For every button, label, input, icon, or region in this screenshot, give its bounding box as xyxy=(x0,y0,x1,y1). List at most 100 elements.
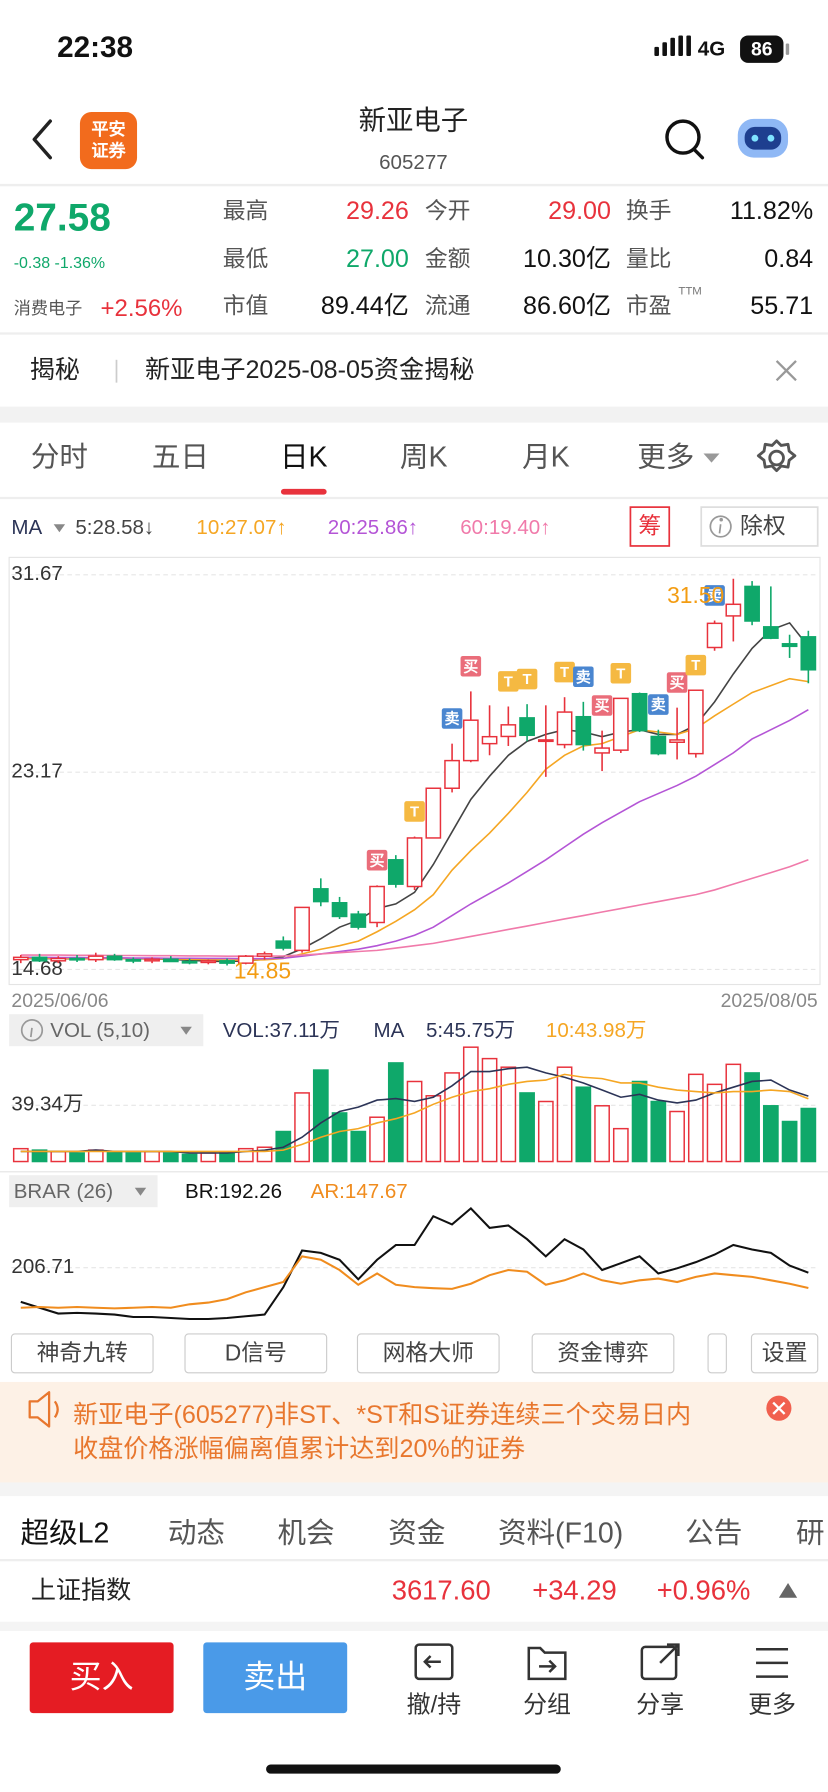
signal-icon xyxy=(654,35,691,57)
index-name[interactable]: 上证指数 xyxy=(31,1577,131,1605)
candle-body xyxy=(12,956,29,961)
banner-text[interactable]: 新亚电子2025-08-05资金揭秘 xyxy=(145,356,474,384)
stat-label: 流通 xyxy=(425,292,471,318)
info-tab[interactable]: 公告 xyxy=(685,1518,742,1550)
action-label[interactable]: 分享 xyxy=(636,1692,684,1719)
index-change: +34.29 xyxy=(532,1574,617,1605)
legend-title: MA xyxy=(373,1019,404,1042)
signal-label: T xyxy=(504,674,513,690)
expand-arrow[interactable] xyxy=(778,1582,798,1598)
buy-button[interactable] xyxy=(29,1642,174,1714)
status-time: 22:38 xyxy=(57,31,133,64)
chips-button[interactable] xyxy=(629,506,671,547)
tool-button[interactable] xyxy=(10,1333,154,1374)
back-button[interactable] xyxy=(32,119,52,160)
action-label[interactable]: 更多 xyxy=(748,1692,796,1719)
x-tick-label: 2025/06/06 xyxy=(11,990,108,1012)
indicator-header-bg[interactable] xyxy=(9,1175,158,1208)
home-indicator xyxy=(266,1764,561,1774)
stat-label: 金额 xyxy=(425,245,471,271)
action-label[interactable]: 分组 xyxy=(523,1692,571,1719)
plot-frame xyxy=(8,556,821,986)
search-button[interactable] xyxy=(665,119,705,160)
min-label: 14.85 xyxy=(234,957,291,983)
settings-tool[interactable] xyxy=(750,1333,819,1374)
candle-body xyxy=(275,940,292,949)
tool-button[interactable] xyxy=(707,1333,727,1374)
tool-label: 网格大师 xyxy=(383,1340,474,1366)
period-tab[interactable]: 周K xyxy=(400,442,448,474)
info-tab[interactable]: 动态 xyxy=(168,1518,225,1550)
volume-bar xyxy=(387,1062,404,1163)
tool-button[interactable] xyxy=(356,1333,500,1374)
tool-button[interactable] xyxy=(531,1333,675,1374)
assistant-button[interactable] xyxy=(737,118,789,158)
info-tab[interactable]: 超级L2 xyxy=(21,1518,110,1550)
volume-bar xyxy=(69,1152,85,1163)
sell-button[interactable] xyxy=(203,1642,348,1714)
indicator-dropdown[interactable] xyxy=(134,1187,147,1196)
stat-value: 27.00 xyxy=(346,245,409,273)
signal-label: 卖 xyxy=(707,587,722,604)
volume-bar xyxy=(12,1147,29,1163)
volume-bar xyxy=(312,1069,329,1163)
action-label[interactable]: 撤/持 xyxy=(407,1692,462,1719)
signal-label: T xyxy=(523,672,532,688)
settings-button[interactable] xyxy=(756,439,797,473)
candle-body xyxy=(387,859,404,885)
info-tab[interactable]: 研 xyxy=(796,1518,825,1550)
indicator-dropdown[interactable] xyxy=(180,1026,192,1035)
close-banner[interactable] xyxy=(775,360,797,382)
legend-entry: BR:192.26 xyxy=(185,1180,282,1203)
volume-bar xyxy=(219,1152,235,1163)
stat-label: 市值 xyxy=(223,292,269,318)
tools-row: 神奇九转 D信号 网格大师 资金博弈 设置 xyxy=(10,1333,819,1374)
stat-label: 最高 xyxy=(223,198,269,224)
volume-bar xyxy=(669,1110,685,1163)
battery-tip xyxy=(785,43,790,55)
ma-legend: MA 5:28.58↓ 10:27.07↑ 20:25.86↑ 60:19.40↑ xyxy=(11,516,550,539)
info-tab[interactable]: 机会 xyxy=(278,1518,335,1550)
broker-logo[interactable] xyxy=(79,111,138,170)
tool-label: D信号 xyxy=(225,1340,287,1366)
legend-entry: 10:43.98万 xyxy=(546,1019,647,1042)
candle-body xyxy=(575,715,592,746)
close-alert[interactable] xyxy=(766,1395,792,1421)
period-tab[interactable]: 五日 xyxy=(152,442,209,474)
volume-bar xyxy=(256,1146,273,1163)
volume-bar xyxy=(781,1120,798,1163)
period-tab[interactable]: 日K xyxy=(280,442,328,474)
legend-dropdown[interactable] xyxy=(53,524,66,533)
info-tab[interactable]: 资金 xyxy=(388,1518,445,1550)
period-tab[interactable]: 月K xyxy=(522,442,570,474)
section-gap xyxy=(0,1621,828,1631)
volume-bar xyxy=(575,1086,592,1163)
sector-name[interactable]: 消费电子 xyxy=(14,298,83,318)
candle-body xyxy=(425,787,442,839)
price-change: -0.38 -1.36% xyxy=(14,255,105,272)
candle-body xyxy=(500,724,517,738)
volume-bar xyxy=(462,1046,479,1163)
candle-body xyxy=(87,955,104,961)
signal-label: 卖 xyxy=(651,697,666,714)
candle-body xyxy=(706,622,723,649)
volume-bar xyxy=(406,1080,423,1163)
info-stem xyxy=(29,1027,33,1038)
stock-name: 新亚电子 xyxy=(359,104,469,135)
tool-button[interactable] xyxy=(184,1333,328,1374)
settings-label: 设置 xyxy=(762,1340,808,1366)
volume-bar xyxy=(331,1112,348,1163)
indicator-line xyxy=(20,1255,809,1310)
logo-text: 平安 xyxy=(91,119,125,139)
volume-bar xyxy=(237,1147,254,1163)
period-tab[interactable]: 分时 xyxy=(31,442,88,474)
info-tab[interactable]: 资料(F10) xyxy=(498,1518,623,1550)
period-tab[interactable]: 更多 xyxy=(637,442,694,474)
candle-body xyxy=(462,719,479,762)
volume-bar xyxy=(500,1066,517,1163)
candle-body xyxy=(631,692,648,732)
signal-badge xyxy=(554,661,575,683)
candle-body xyxy=(331,902,348,918)
